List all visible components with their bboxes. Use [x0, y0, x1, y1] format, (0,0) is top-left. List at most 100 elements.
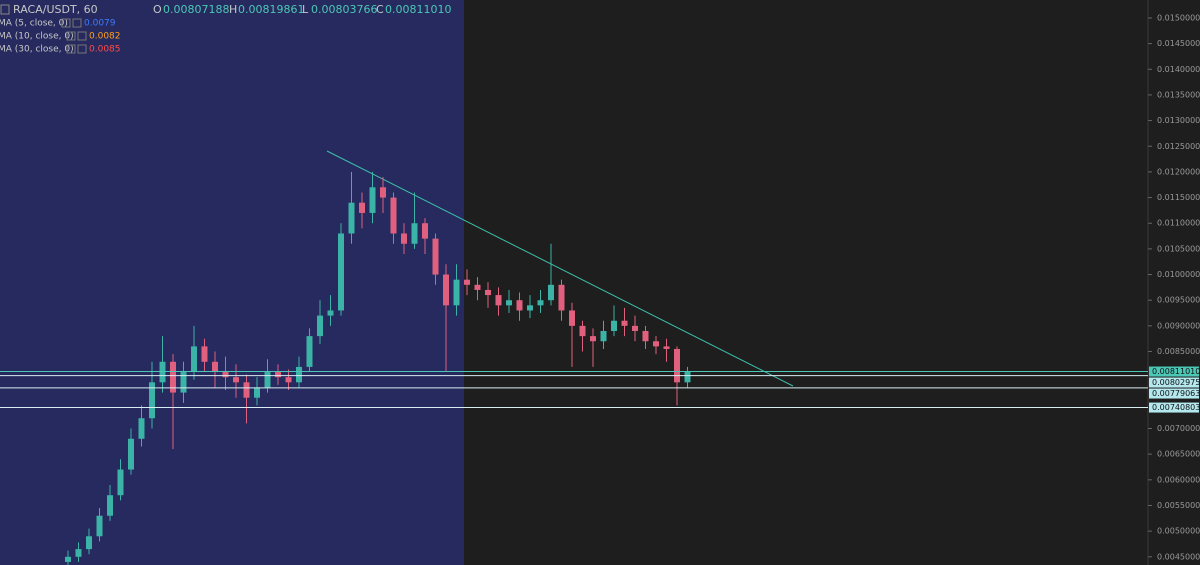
- candle-body: [621, 320, 628, 326]
- price-label-box: [1149, 388, 1199, 399]
- candle-body: [590, 336, 596, 342]
- candle-body: [632, 325, 638, 331]
- candle-body: [422, 223, 428, 239]
- candle-body: [201, 346, 208, 362]
- ohlc-label: O: [153, 3, 162, 16]
- candle-body: [453, 279, 460, 306]
- candle-body: [401, 233, 407, 244]
- collapse-icon: [0, 4, 10, 15]
- price-label: 0.00811010: [1152, 367, 1200, 376]
- price-label: 0.00740803: [1152, 403, 1200, 412]
- price-label-box: [1149, 377, 1199, 388]
- candle-body: [485, 289, 491, 296]
- ohlc-value: 0.00807188: [163, 3, 229, 16]
- price-label: 0.00779063: [1152, 389, 1200, 398]
- candle-body: [65, 556, 71, 562]
- candle-body: [516, 300, 523, 311]
- candle-body: [506, 300, 512, 306]
- indicator-name: MA (5, close, 0): [0, 19, 68, 29]
- candle-body: [359, 202, 365, 213]
- candle-body: [170, 361, 176, 393]
- candle-body: [527, 305, 533, 311]
- candle-body: [548, 284, 554, 301]
- indicator-name: MA (30, close, 0): [0, 45, 74, 55]
- close-icon: [77, 44, 87, 54]
- price-label: 0.00802975: [1152, 378, 1200, 387]
- candle-body: [338, 233, 344, 311]
- candle-body: [369, 187, 376, 213]
- candle-body: [96, 515, 103, 537]
- candle-body: [233, 377, 239, 383]
- candle-body: [579, 325, 586, 337]
- indicator-value: 0.0079: [84, 19, 116, 29]
- candle-body: [75, 549, 82, 557]
- ohlc-label: H: [229, 3, 237, 16]
- candle-body: [107, 495, 113, 516]
- candle-body: [317, 315, 323, 337]
- candle-body: [380, 187, 386, 198]
- ohlc-label: L: [302, 3, 309, 16]
- candle-body: [275, 372, 281, 378]
- candle-body: [674, 348, 680, 383]
- candle-body: [138, 418, 145, 439]
- close-icon: [77, 31, 87, 41]
- highlight-region: [0, 0, 464, 565]
- header: RACA/USDT, 60 O 0.00807188 H 0.00819861 …: [0, 3, 451, 16]
- candle-body: [663, 346, 670, 349]
- candle-body: [558, 284, 565, 311]
- candle-body: [117, 469, 124, 496]
- candle-body: [653, 341, 659, 347]
- candle-body: [411, 223, 418, 244]
- candle-body: [611, 320, 617, 331]
- candle-body: [600, 330, 607, 342]
- candle-body: [327, 310, 334, 316]
- candle-body: [474, 284, 481, 290]
- candle-body: [443, 274, 449, 306]
- candle-body: [264, 372, 271, 388]
- candle-body: [642, 330, 649, 342]
- price-label-box: [1149, 366, 1199, 377]
- candle-body: [159, 361, 166, 383]
- symbol-title: RACA/USDT, 60: [13, 3, 98, 16]
- settings-icon: [66, 31, 76, 41]
- candle-body: [86, 536, 92, 550]
- candle-body: [222, 372, 229, 378]
- candle-body: [191, 346, 197, 373]
- ohlc-value: 0.00819861: [238, 3, 304, 16]
- ohlc-value: 0.00811010: [385, 3, 451, 16]
- candle-body: [180, 372, 187, 393]
- candle-body: [243, 382, 250, 398]
- candle-body: [306, 336, 313, 367]
- settings-icon: [66, 44, 76, 54]
- candle-body: [569, 310, 575, 326]
- ohlc-label: C: [376, 3, 384, 16]
- candle-body: [432, 238, 439, 275]
- candle-body: [296, 366, 302, 383]
- close-icon: [72, 18, 82, 28]
- settings-icon: [61, 18, 71, 28]
- candle-body: [285, 377, 292, 383]
- indicator-value: 0.0085: [89, 45, 121, 55]
- candle-body: [254, 387, 260, 398]
